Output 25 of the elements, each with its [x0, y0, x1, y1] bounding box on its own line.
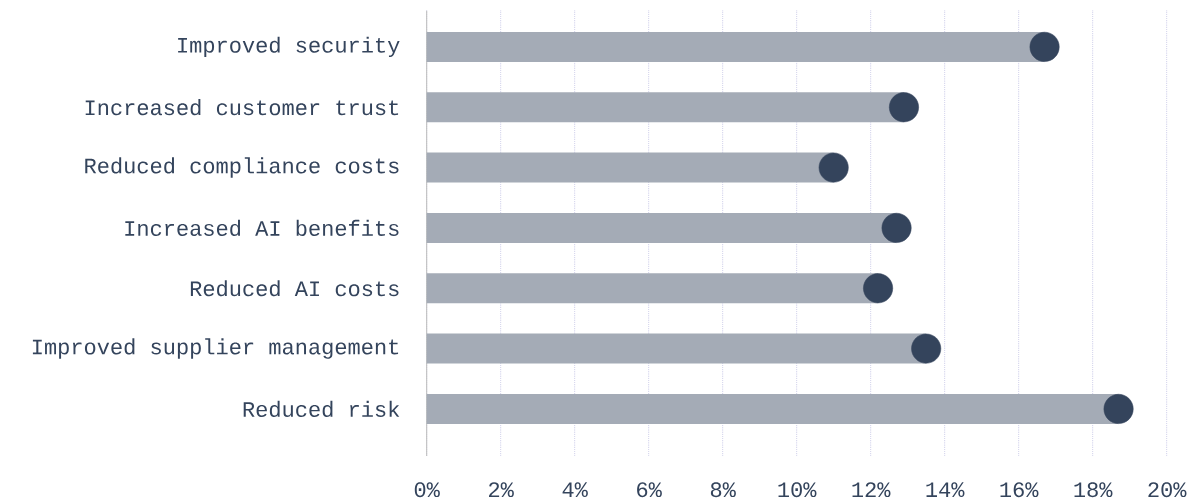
y-tick-label: Improved security	[178, 36, 400, 58]
x-tick-label: 16%	[1000, 482, 1039, 498]
x-tick-label: 8%	[710, 482, 736, 498]
x-tick-label: 6%	[637, 482, 662, 498]
y-tick-label: Improved supplier management	[32, 338, 399, 359]
x-tick-label: 4%	[562, 482, 588, 498]
x-tick-label: 14%	[926, 482, 965, 498]
point	[881, 212, 912, 243]
x-tick-label: 12%	[852, 482, 891, 498]
point	[863, 273, 893, 304]
point	[911, 333, 942, 364]
x-tick-label: 18%	[1074, 482, 1113, 498]
y-tick-label: Reduced AI costs	[190, 280, 399, 297]
y-tick-label: Increased AI benefits	[125, 219, 399, 237]
point	[1029, 31, 1060, 62]
y-tick-label: Increased customer trust	[85, 99, 399, 116]
y-tick-label: Reduced compliance costs	[85, 157, 399, 178]
point	[818, 152, 849, 183]
x-tick-label: 10%	[778, 482, 817, 498]
point	[889, 92, 919, 123]
x-tick-label: 20%	[1148, 482, 1187, 498]
y-tick-label: Reduced risk	[243, 400, 400, 418]
point	[1103, 394, 1134, 424]
x-tick-label: 2%	[489, 482, 514, 498]
x-tick-label: 0%	[414, 482, 440, 498]
